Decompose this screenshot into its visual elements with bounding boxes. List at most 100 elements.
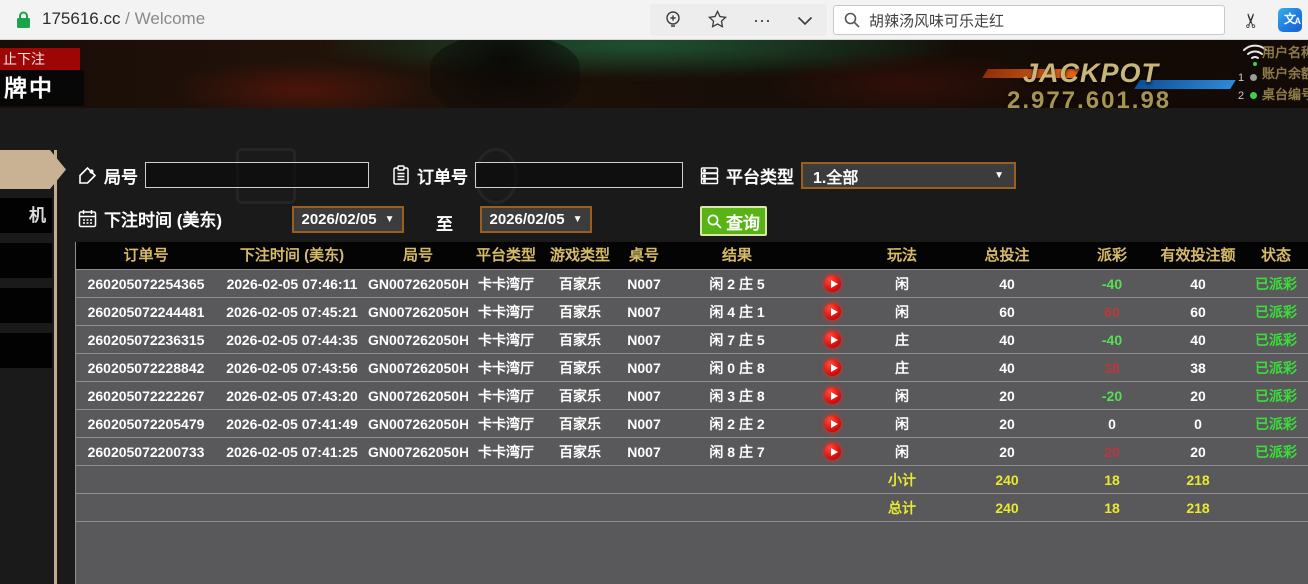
cell-game-type: 百家乐: [559, 388, 601, 404]
cell-game-type: 百家乐: [559, 416, 601, 432]
cell-payout: -40: [1101, 276, 1123, 292]
col-header-game-type: 游戏类型: [549, 247, 610, 264]
cell-order-id: 260205072254365: [87, 276, 205, 292]
col-header-status: 状态: [1260, 247, 1291, 264]
more-options-icon[interactable]: ···: [753, 10, 771, 30]
date-to-select[interactable]: 2026/02/05 ▼: [480, 206, 592, 233]
cell-replay: [802, 410, 862, 437]
cell-game-type: 百家乐: [559, 360, 601, 376]
cell-result: 闲 8 庄 7: [709, 444, 765, 460]
url-path: / Welcome: [120, 9, 206, 28]
cell-order-id: 260205072222267: [87, 388, 205, 404]
cell-platform: 卡卡湾厅: [478, 360, 534, 376]
order-id-label: 订单号: [417, 167, 468, 187]
cell-table-no: N007: [627, 388, 661, 404]
replay-play-button[interactable]: [823, 443, 841, 460]
col-header-bet-time: 下注时间 (美东): [239, 247, 345, 264]
col-header-round-id: 局号: [402, 247, 433, 264]
cell-bet-time: 2026-02-05 07:45:21: [226, 304, 358, 320]
replay-play-button[interactable]: [823, 331, 841, 348]
sidebar-item-2[interactable]: [0, 243, 52, 278]
cell-order-id: 260205072200733: [87, 444, 205, 460]
total-total-bet: 240: [995, 500, 1019, 516]
cell-result: 闲 7 庄 5: [709, 332, 765, 348]
search-query-button[interactable]: 查询: [700, 206, 767, 236]
cell-order-id: 260205072228842: [87, 360, 205, 376]
channel-2-dot: [1250, 92, 1258, 99]
cell-round-id: GN007262050HA: [368, 388, 468, 404]
cell-replay: [802, 270, 862, 297]
date-from-select[interactable]: 2026/02/05 ▼: [292, 206, 404, 233]
total-payout: 18: [1104, 500, 1120, 516]
cell-play-type: 庄: [895, 332, 909, 348]
cell-play-type: 闲: [895, 276, 909, 292]
address-bar[interactable]: 175616.cc / Welcome: [42, 9, 205, 29]
wifi-status-dot: [1253, 62, 1257, 66]
table-row: 260205072244481 2026-02-05 07:45:21 GN00…: [76, 298, 1308, 326]
cell-total-bet: 40: [999, 276, 1015, 292]
cell-payout: 0: [1108, 416, 1116, 432]
cell-payout: 20: [1104, 444, 1120, 460]
cell-status: 已派彩: [1255, 304, 1297, 320]
cell-status: 已派彩: [1255, 332, 1297, 348]
cell-bet-time: 2026-02-05 07:43:20: [226, 388, 358, 404]
search-input[interactable]: 胡辣汤风味可乐走红: [833, 5, 1225, 35]
sidebar-divider: [54, 150, 57, 584]
cell-table-no: N007: [627, 276, 661, 292]
wifi-icon: [1243, 44, 1267, 59]
cell-play-type: 闲: [895, 304, 909, 320]
cell-bet-time: 2026-02-05 07:46:11: [226, 276, 358, 292]
cell-status: 已派彩: [1255, 444, 1297, 460]
cell-total-bet: 40: [999, 332, 1015, 348]
round-id-input[interactable]: [145, 162, 369, 188]
channel-2[interactable]: 2: [1238, 90, 1258, 102]
favorite-star-icon[interactable]: [707, 9, 728, 31]
url-host: 175616.cc: [42, 9, 121, 28]
total-label: 总计: [888, 500, 916, 516]
channel-1[interactable]: 1: [1238, 72, 1258, 84]
subtotal-valid-bet: 218: [1186, 472, 1210, 488]
cell-round-id: GN007262050HB: [368, 360, 468, 376]
browser-toolbar: 175616.cc / Welcome ··· 胡辣汤风味可乐走红: [0, 0, 1308, 40]
round-id-label: 局号: [104, 167, 138, 187]
scissors-icon[interactable]: ✂: [1240, 12, 1263, 29]
cell-replay: [802, 354, 862, 381]
cell-game-type: 百家乐: [559, 304, 601, 320]
replay-play-button[interactable]: [823, 275, 841, 292]
sidebar-item-1[interactable]: 机: [0, 198, 52, 233]
dropdown-caret-icon: ▼: [572, 214, 583, 225]
replay-play-button[interactable]: [823, 359, 841, 376]
chevron-down-icon[interactable]: [797, 11, 813, 29]
cell-game-type: 百家乐: [559, 444, 601, 460]
platform-type-select[interactable]: 1.全部 ▼: [801, 162, 1016, 189]
sidebar-item-0[interactable]: [0, 150, 66, 189]
cell-play-type: 庄: [895, 360, 909, 376]
cell-replay: [802, 438, 862, 465]
stop-betting-badge: 止下注: [0, 48, 80, 70]
replay-play-button[interactable]: [823, 303, 841, 320]
cell-valid-bet: 20: [1190, 444, 1206, 460]
dropdown-caret-icon: ▼: [384, 214, 395, 225]
date-to-value: 2026/02/05: [489, 211, 565, 228]
table-header-row: 订单号 下注时间 (美东) 局号 平台类型 游戏类型 桌号 结果 玩法 总投注 …: [76, 242, 1308, 270]
cell-payout: 60: [1104, 304, 1120, 320]
sidebar-item-3[interactable]: [0, 288, 52, 323]
banner-info-panel: 1 2 用户名称 账户余额 桌台编号: [1230, 42, 1308, 108]
cell-round-id: GN007262050HD: [368, 304, 468, 320]
cell-payout: 38: [1104, 360, 1120, 376]
cell-platform: 卡卡湾厅: [478, 388, 534, 404]
replay-play-button[interactable]: [823, 415, 841, 432]
dealing-status-label: 牌中: [0, 70, 84, 106]
order-id-input[interactable]: [475, 162, 683, 188]
sidebar-item-4[interactable]: [0, 333, 52, 368]
filter-panel: 局号 订单号 平台类型 1.全部 ▼: [62, 142, 1308, 252]
replay-play-button[interactable]: [823, 387, 841, 404]
col-header-valid-bet: 有效投注额: [1160, 247, 1236, 264]
add-circle-icon[interactable]: [664, 10, 682, 31]
date-from-value: 2026/02/05: [301, 211, 377, 228]
total-valid-bet: 218: [1186, 500, 1210, 516]
platform-type-label: 平台类型: [726, 168, 794, 187]
search-icon: [844, 12, 860, 28]
